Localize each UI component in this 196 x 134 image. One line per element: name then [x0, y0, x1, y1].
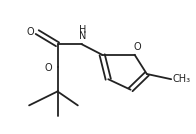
Text: O: O	[26, 27, 34, 37]
Text: N: N	[79, 31, 87, 41]
Text: H: H	[79, 25, 87, 35]
Text: O: O	[45, 63, 53, 73]
Text: CH₃: CH₃	[173, 74, 191, 84]
Text: O: O	[134, 42, 142, 52]
